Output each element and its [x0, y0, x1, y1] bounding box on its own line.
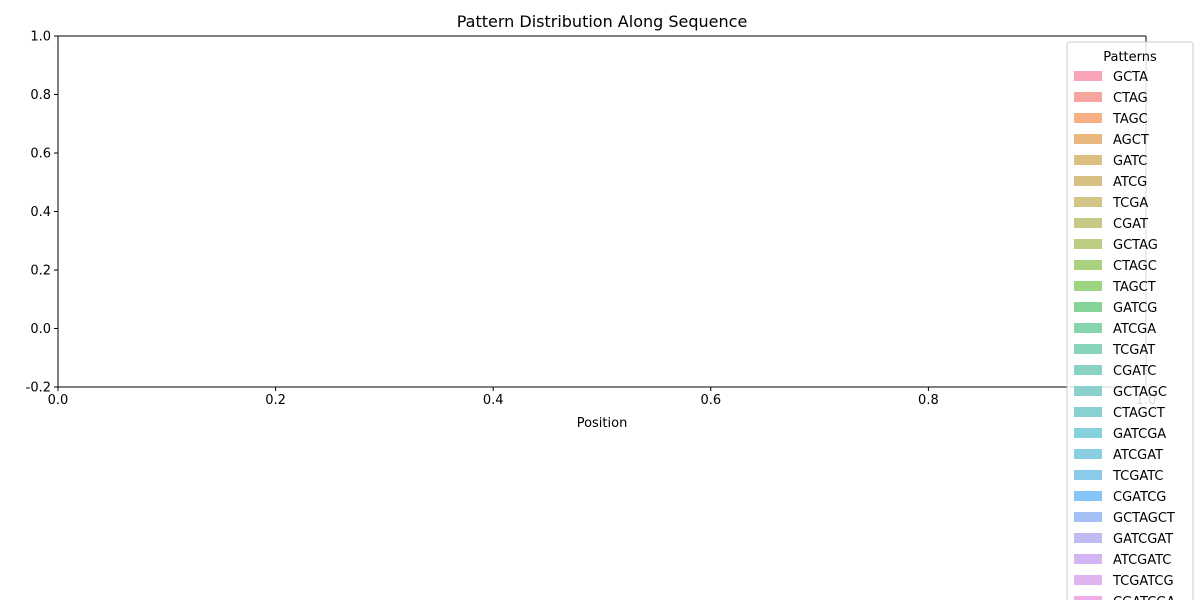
legend-entry: TCGATCG	[1074, 574, 1174, 589]
legend-label: GATCG	[1113, 301, 1157, 316]
chart-title: Pattern Distribution Along Sequence	[457, 12, 748, 31]
legend-swatch	[1074, 554, 1102, 564]
legend-label: CGATCG	[1113, 490, 1166, 505]
legend-swatch	[1074, 407, 1102, 417]
legend-label: GATCGA	[1113, 427, 1166, 442]
legend-swatch	[1074, 92, 1102, 102]
x-tick-label: 0.0	[48, 393, 69, 408]
plot-area	[58, 36, 1146, 387]
legend-entry: GATCGAT	[1074, 532, 1173, 547]
legend-swatch	[1074, 323, 1102, 333]
legend-label: GATC	[1113, 154, 1147, 169]
legend-label: TAGCT	[1112, 280, 1156, 295]
legend-label: ATCGA	[1113, 322, 1156, 337]
legend-label: GCTAGC	[1113, 385, 1167, 400]
y-tick-label: 1.0	[30, 30, 51, 45]
legend-entries: GCTACTAGTAGCAGCTGATCATCGTCGACGATGCTAGCTA…	[1074, 70, 1175, 600]
legend-label: AGCT	[1113, 133, 1149, 148]
legend-entry: ATCGAT	[1074, 448, 1163, 463]
legend-swatch	[1074, 596, 1102, 600]
legend-swatch	[1074, 155, 1102, 165]
x-tick-label: 0.2	[265, 393, 286, 408]
legend-entry: TCGA	[1074, 196, 1148, 211]
x-tick-label: 0.6	[700, 393, 721, 408]
legend-label: CTAG	[1113, 91, 1148, 106]
legend-label: GATCGAT	[1113, 532, 1173, 547]
legend-swatch	[1074, 575, 1102, 585]
legend-title: Patterns	[1103, 50, 1157, 65]
legend-entry: ATCGA	[1074, 322, 1156, 337]
legend-swatch	[1074, 197, 1102, 207]
x-axis-ticks: 0.00.20.40.60.81.0	[48, 387, 1156, 408]
legend-label: TCGA	[1112, 196, 1148, 211]
legend-entry: CGATCG	[1074, 490, 1166, 505]
legend-swatch	[1074, 281, 1102, 291]
legend-entry: TCGATC	[1074, 469, 1163, 484]
legend-label: TCGATC	[1112, 469, 1163, 484]
legend-entry: GATCGA	[1074, 427, 1166, 442]
legend-entry: GATCG	[1074, 301, 1157, 316]
legend-swatch	[1074, 302, 1102, 312]
legend-entry: GCTAGCT	[1074, 511, 1175, 526]
legend-swatch	[1074, 386, 1102, 396]
legend-swatch	[1074, 71, 1102, 81]
legend-swatch	[1074, 239, 1102, 249]
legend-label: TCGAT	[1112, 343, 1155, 358]
y-axis-ticks: -0.2 0.0 0.2 0.4 0.6 0.8 1.0	[26, 30, 58, 396]
legend-swatch	[1074, 134, 1102, 144]
legend-label: CTAGCT	[1113, 406, 1165, 421]
legend-swatch	[1074, 365, 1102, 375]
legend-entry: GCTAG	[1074, 238, 1158, 253]
legend-swatch	[1074, 176, 1102, 186]
legend-entry: TAGC	[1074, 112, 1148, 127]
legend-swatch	[1074, 512, 1102, 522]
legend-entry: CTAG	[1074, 91, 1148, 106]
legend-label: GCTAGCT	[1113, 511, 1175, 526]
legend-swatch	[1074, 113, 1102, 123]
legend-entry: ATCG	[1074, 175, 1147, 190]
legend-label: CTAGC	[1113, 259, 1157, 274]
legend-swatch	[1074, 533, 1102, 543]
x-tick-label: 0.4	[483, 393, 504, 408]
legend-swatch	[1074, 218, 1102, 228]
legend-swatch	[1074, 260, 1102, 270]
legend-label: TCGATCG	[1112, 574, 1174, 589]
x-axis-label: Position	[577, 416, 628, 431]
y-tick-label: 0.0	[30, 322, 51, 337]
legend-label: ATCGAT	[1113, 448, 1163, 463]
legend: Patterns GCTA CTAG TAGC AGCT GATC ATCG TCGA CGA…	[1066, 41, 1194, 600]
y-tick-label: 0.6	[30, 147, 51, 162]
legend-swatch	[1074, 428, 1102, 438]
legend-swatch	[1074, 449, 1102, 459]
legend-label: TAGC	[1112, 112, 1148, 127]
legend-swatch	[1074, 344, 1102, 354]
legend-label: GCTA	[1113, 70, 1148, 85]
legend-entry: AGCT	[1074, 133, 1149, 148]
legend-swatch	[1074, 491, 1102, 501]
y-tick-label: 0.2	[30, 264, 51, 279]
x-tick-label: 0.8	[918, 393, 939, 408]
legend-entry: TAGCT	[1074, 280, 1156, 295]
y-tick-label: -0.2	[26, 381, 51, 396]
legend-entry: CTAGC	[1074, 259, 1157, 274]
legend-entry: TCGAT	[1074, 343, 1155, 358]
legend-label: GCTAG	[1113, 238, 1158, 253]
legend-entry: GATC	[1074, 154, 1147, 169]
legend-label: CGATC	[1113, 364, 1156, 379]
legend-entry: ATCGATC	[1074, 553, 1171, 568]
legend-label: CGAT	[1113, 217, 1148, 232]
legend-label: ATCGATC	[1113, 553, 1171, 568]
legend-swatch	[1074, 470, 1102, 480]
legend-entry: CGAT	[1074, 217, 1148, 232]
y-tick-label: 0.4	[30, 205, 51, 220]
legend-label: ATCG	[1113, 175, 1147, 190]
legend-entry: CTAGCT	[1074, 406, 1165, 421]
y-tick-label: 0.8	[30, 88, 51, 103]
legend-entry: GCTA	[1074, 70, 1148, 85]
legend-entry: GCTAGC	[1074, 385, 1167, 400]
legend-entry: CGATC	[1074, 364, 1156, 379]
